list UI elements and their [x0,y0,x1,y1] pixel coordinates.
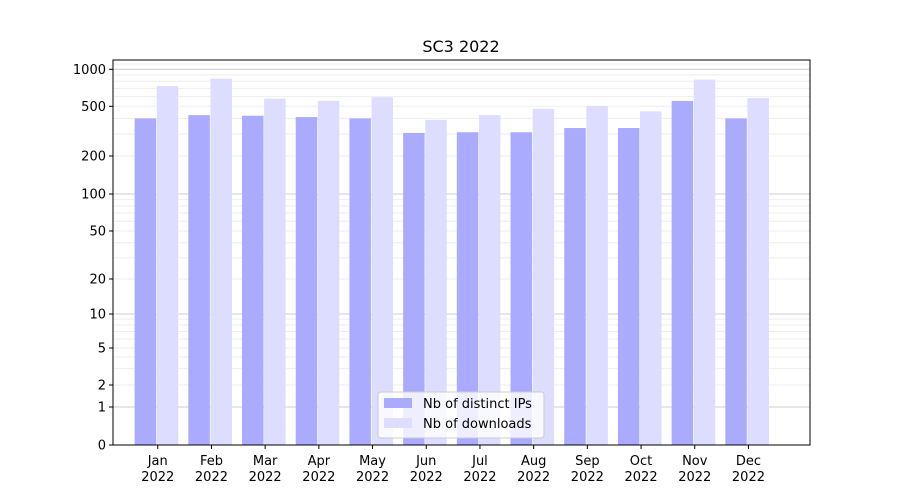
bar-downloads [532,108,555,446]
bar-distinct-ips [349,118,371,445]
y-tick-label: 0 [98,439,106,454]
bar-downloads [371,97,394,445]
bar-distinct-ips [403,132,425,446]
bar-distinct-ips [617,128,640,445]
y-tick-label: 200 [81,150,106,165]
bar-distinct-ips [671,100,694,445]
x-tick-label: 2022 [249,470,282,485]
x-tick-label: May [359,454,386,469]
legend-label: Nb of downloads [423,417,532,432]
bar-distinct-ips [242,115,264,445]
x-tick-label: Jul [471,454,488,469]
x-tick-label: Feb [200,454,223,469]
bar-distinct-ips [188,115,210,445]
x-tick-label: 2022 [517,470,550,485]
y-tick-label: 1 [98,401,106,416]
y-tick-label: 5 [98,342,106,357]
bar-downloads [747,98,769,445]
x-tick-label: 2022 [463,470,496,485]
bar-distinct-ips [564,128,586,445]
legend-swatch [384,398,412,408]
bar-downloads [317,100,340,445]
bar-distinct-ips [456,132,479,445]
x-tick-label: 2022 [571,470,604,485]
bar-downloads [264,98,286,445]
x-tick-label: Sep [575,454,600,469]
bar-downloads [640,111,662,445]
x-tick-label: Jan [147,454,168,469]
bar-downloads [156,86,179,445]
bar-distinct-ips [134,118,157,445]
y-tick-label: 20 [89,273,106,288]
chart-title: SC3 2022 [422,37,499,56]
x-tick-label: Mar [253,454,278,469]
legend-label: Nb of distinct IPs [423,397,532,412]
x-tick-label: 2022 [141,470,174,485]
x-tick-label: Aug [521,454,546,469]
y-tick-label: 500 [81,100,106,115]
x-tick-label: 2022 [678,470,711,485]
bar-downloads [425,119,447,446]
y-tick-label: 10 [89,308,106,323]
x-tick-label: 2022 [410,470,443,485]
y-tick-label: 100 [81,188,106,203]
plot-frame [112,59,811,446]
bar-downloads [693,79,716,445]
y-tick-label: 50 [89,225,106,240]
x-tick-label: Jun [415,454,436,469]
bar-distinct-ips [725,118,747,445]
x-tick-label: 2022 [625,470,658,485]
y-tick-label: 2 [98,379,106,394]
bar-downloads [586,105,608,445]
x-tick-label: Nov [682,454,708,469]
x-tick-label: 2022 [302,470,335,485]
x-tick-label: Apr [308,454,331,469]
x-tick-label: 2022 [356,470,389,485]
x-tick-label: Oct [630,454,652,469]
bar-distinct-ips [295,117,318,446]
x-tick-label: Dec [736,454,761,469]
y-tick-label: 1000 [73,63,106,78]
x-tick-label: 2022 [732,470,765,485]
legend-box [377,391,545,439]
legend-swatch [384,418,412,428]
bar-distinct-ips [510,132,533,445]
bar-downloads [210,78,232,445]
x-tick-label: 2022 [195,470,228,485]
bar-downloads [478,115,501,445]
